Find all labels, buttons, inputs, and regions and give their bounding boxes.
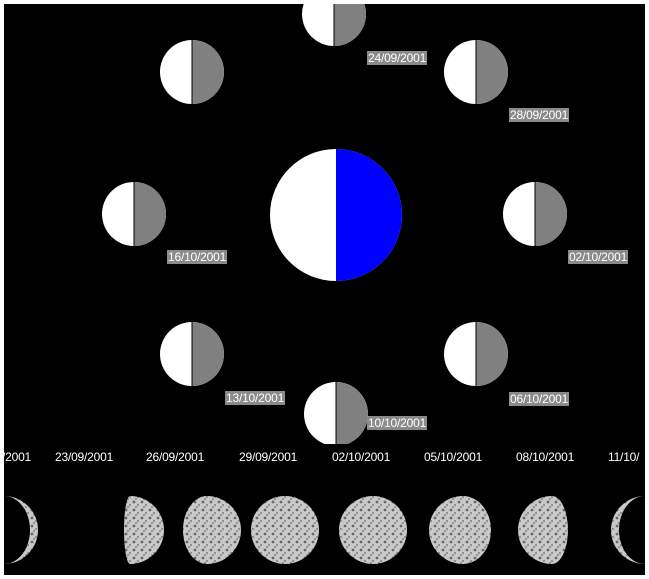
orbit-moon-bottom[interactable] bbox=[304, 382, 368, 444]
moon-image[interactable] bbox=[247, 492, 323, 568]
strip-date-label: /2001 bbox=[4, 450, 32, 464]
orbit-date-label: 28/09/2001 bbox=[509, 108, 570, 122]
orbit-date-label: 13/10/2001 bbox=[225, 391, 286, 405]
moon-image[interactable] bbox=[514, 492, 590, 568]
moon-image[interactable] bbox=[92, 492, 168, 568]
strip-date-label: 29/09/2001 bbox=[239, 450, 298, 464]
orbit-moon-bottom-right[interactable] bbox=[444, 322, 508, 386]
orbit-date-label: 06/10/2001 bbox=[509, 392, 570, 406]
orbit-date-label: 02/10/2001 bbox=[568, 250, 629, 264]
orbit-date-label: 10/10/2001 bbox=[367, 416, 428, 430]
orbit-moon-top-left[interactable] bbox=[160, 40, 224, 104]
orbit-moon-top[interactable] bbox=[302, 4, 366, 46]
orbit-date-label: 16/10/2001 bbox=[167, 250, 228, 264]
orbit-moon-left[interactable] bbox=[102, 182, 166, 246]
strip-date-label: 02/10/2001 bbox=[332, 450, 391, 464]
orbit-diagram bbox=[102, 4, 567, 444]
orbit-moon-right[interactable] bbox=[503, 182, 567, 246]
strip-date-label: 05/10/2001 bbox=[424, 450, 483, 464]
central-phase-moon bbox=[270, 149, 402, 281]
strip-date-label: 11/10/ bbox=[608, 450, 640, 464]
strip-date-label: 26/09/2001 bbox=[146, 450, 205, 464]
orbit-moon-top-right[interactable] bbox=[444, 40, 508, 104]
orbit-moon-bottom-left[interactable] bbox=[160, 322, 224, 386]
moon-image[interactable] bbox=[425, 492, 501, 568]
moon-image[interactable] bbox=[607, 492, 645, 568]
orbit-date-label: 24/09/2001 bbox=[367, 51, 428, 65]
strip-date-label: 08/10/2001 bbox=[516, 450, 575, 464]
moon-image[interactable] bbox=[169, 492, 245, 568]
strip-date-label: 23/09/2001 bbox=[55, 450, 114, 464]
viewer-canvas: 24/09/2001 28/09/2001 02/10/2001 06/10/2… bbox=[4, 4, 645, 575]
moon-image[interactable] bbox=[335, 492, 411, 568]
moon-image[interactable] bbox=[4, 492, 42, 568]
